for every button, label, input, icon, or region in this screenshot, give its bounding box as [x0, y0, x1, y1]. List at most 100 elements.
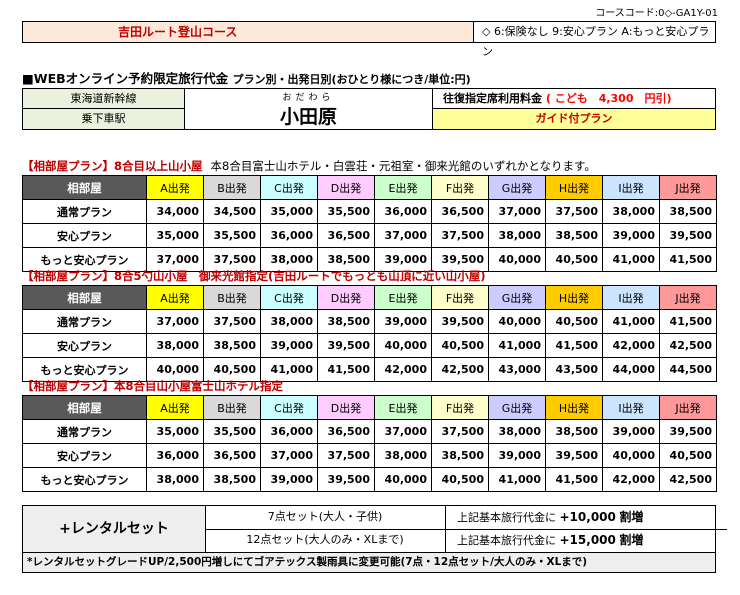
price-cell: 40,000 [374, 333, 432, 358]
price-cell: 40,000 [488, 309, 546, 334]
section-title-text: 【相部屋プラン】8合目以上山小屋 [22, 159, 203, 173]
plan-name: 安心プラン [22, 443, 147, 468]
price-cell: 35,000 [146, 419, 204, 444]
price-cell: 37,500 [545, 199, 603, 224]
price-cell: 41,000 [602, 247, 660, 272]
price-cell: 39,500 [431, 309, 489, 334]
price-cell: 40,000 [146, 357, 204, 382]
price-cell: 37,000 [146, 309, 204, 334]
rental-add-amount: +10,000 [559, 510, 616, 524]
departure-header: G出発 [488, 175, 546, 200]
price-cell: 40,000 [374, 467, 432, 492]
departure-header: G出発 [488, 285, 546, 310]
price-cell: 41,500 [545, 467, 603, 492]
departure-header: D出発 [317, 175, 375, 200]
price-cell: 39,500 [431, 247, 489, 272]
rental-label: +レンタルセット [23, 506, 206, 552]
departure-header: F出発 [431, 175, 489, 200]
price-cell: 42,000 [602, 467, 660, 492]
price-cell: 39,000 [374, 309, 432, 334]
price-cell: 37,000 [146, 247, 204, 272]
price-cell: 36,000 [260, 223, 318, 248]
station-ruby: おだわら [282, 93, 335, 103]
table-row: 通常プラン 34,000 34,500 35,000 35,500 36,000 36,50… [22, 199, 717, 224]
rental-add-suffix: 割増 [619, 533, 644, 547]
station-cell: おだわら 小田原 [185, 89, 433, 129]
price-cell: 36,500 [431, 199, 489, 224]
price-cell: 41,000 [488, 333, 546, 358]
price-cell: 44,500 [659, 357, 717, 382]
price-cell: 42,000 [374, 357, 432, 382]
table-header-row: 相部屋 A出発 B出発 C出発 D出発 E出発 F出発 G出発 H出発 I出発 J出発 [22, 285, 717, 310]
section-title: 【相部屋プラン】本8合目山小屋富士山ホテル指定 [22, 378, 283, 394]
section-note: 本8合目富士山ホテル・白雲荘・元祖室・御来光館のいずれかとなります。 [210, 159, 596, 173]
course-options: ◇ 6:保険なし 9:安心プラン A:もっと安心プラン [482, 25, 710, 58]
price-cell: 35,000 [260, 199, 318, 224]
price-cell: 39,000 [602, 419, 660, 444]
departure-header: C出発 [260, 395, 318, 420]
price-cell: 38,500 [545, 223, 603, 248]
price-cell: 38,500 [317, 309, 375, 334]
price-cell: 37,500 [203, 309, 261, 334]
plan-name: 安心プラン [22, 223, 147, 248]
price-heading-title: ■WEBオンライン予約限定旅行代金 [22, 71, 229, 86]
guide-plan: ガイド付プラン [433, 109, 715, 129]
course-bar: 吉田ルート登山コース ◇ 6:保険なし 9:安心プラン A:もっと安心プラン [22, 21, 716, 58]
price-heading-sub: プラン別・出発日別(おひとり様につき/単位:円) [232, 73, 471, 86]
price-cell: 34,500 [203, 199, 261, 224]
rental-add-suffix: 割増 [619, 510, 644, 524]
price-cell: 40,500 [431, 467, 489, 492]
departure-header: C出発 [260, 175, 318, 200]
departure-header: H出発 [545, 395, 603, 420]
price-cell: 34,000 [146, 199, 204, 224]
price-cell: 41,500 [545, 333, 603, 358]
price-cell: 41,500 [317, 357, 375, 382]
rental-add-12: 上記基本旅行代金に +15,000 割増 [445, 529, 727, 552]
price-cell: 40,000 [488, 247, 546, 272]
price-cell: 35,500 [203, 419, 261, 444]
table-row: 安心プラン 38,000 38,500 39,000 39,500 40,000 40,50… [22, 333, 717, 358]
price-table: 相部屋 A出発 B出発 C出発 D出発 E出発 F出発 G出発 H出発 I出発 J出発 通常プラン 35… [22, 395, 717, 492]
price-cell: 35,500 [317, 199, 375, 224]
price-cell: 38,500 [431, 443, 489, 468]
departure-header: H出発 [545, 175, 603, 200]
table-row: もっと安心プラン 40,000 40,500 41,000 41,500 42,000 42… [22, 357, 717, 382]
price-cell: 36,000 [374, 199, 432, 224]
plan-name: 通常プラン [22, 199, 147, 224]
price-cell: 35,500 [203, 223, 261, 248]
rental-add-prefix: 上記基本旅行代金に [457, 534, 556, 547]
price-cell: 38,500 [203, 467, 261, 492]
price-cell: 37,500 [203, 247, 261, 272]
departure-header: F出発 [431, 395, 489, 420]
table-header-row: 相部屋 A出発 B出発 C出発 D出発 E出発 F出発 G出発 H出発 I出発 J出発 [22, 395, 717, 420]
station-info: 東海道新幹線 乗下車駅 おだわら 小田原 往復指定席利用料金 ( こども 4,3… [22, 88, 716, 130]
price-cell: 37,500 [431, 419, 489, 444]
rental-add-7: 上記基本旅行代金に +10,000 割増 [445, 506, 727, 530]
price-cell: 38,500 [317, 247, 375, 272]
departure-header: D出発 [317, 285, 375, 310]
price-table: 相部屋 A出発 B出発 C出発 D出発 E出発 F出発 G出発 H出発 I出発 J出発 通常プラン 34… [22, 175, 717, 272]
price-cell: 36,500 [317, 223, 375, 248]
price-table: 相部屋 A出発 B出発 C出発 D出発 E出発 F出発 G出発 H出発 I出発 J出発 通常プラン 37… [22, 285, 717, 382]
price-cell: 39,000 [602, 223, 660, 248]
fare-kids-discount: ( こども 4,300 円引) [545, 92, 672, 105]
price-cell: 37,000 [374, 419, 432, 444]
departure-header: E出発 [374, 175, 432, 200]
departure-header: I出発 [602, 395, 660, 420]
table-row: 安心プラン 36,000 36,500 37,000 37,500 38,000 38,50… [22, 443, 717, 468]
plan-name: 通常プラン [22, 309, 147, 334]
price-cell: 37,000 [488, 199, 546, 224]
room-type-header: 相部屋 [22, 175, 147, 200]
plan-name: もっと安心プラン [22, 467, 147, 492]
price-cell: 39,500 [317, 333, 375, 358]
departure-header: B出発 [203, 175, 261, 200]
price-cell: 37,500 [317, 443, 375, 468]
plan-name: 通常プラン [22, 419, 147, 444]
departure-header: A出発 [146, 395, 204, 420]
departure-header: J出発 [659, 395, 717, 420]
price-cell: 40,500 [545, 309, 603, 334]
departure-header: E出発 [374, 285, 432, 310]
price-cell: 39,000 [374, 247, 432, 272]
plan-name: もっと安心プラン [22, 247, 147, 272]
course-name: 吉田ルート登山コース [23, 22, 474, 42]
